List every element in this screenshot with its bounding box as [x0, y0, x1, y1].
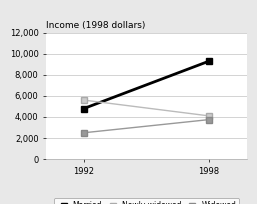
Text: Income (1998 dollars): Income (1998 dollars): [46, 21, 146, 30]
Line: Newly widowed: Newly widowed: [81, 97, 212, 119]
Married: [208, 60, 211, 62]
Newly widowed: [208, 115, 211, 117]
Legend: Married, Newly widowed, Widowed: Married, Newly widowed, Widowed: [54, 198, 239, 204]
Widowed: [208, 118, 211, 121]
Newly widowed: [82, 99, 85, 101]
Married: [82, 107, 85, 110]
Line: Married: Married: [81, 58, 212, 111]
Widowed: [82, 132, 85, 134]
Line: Widowed: Widowed: [81, 117, 212, 135]
